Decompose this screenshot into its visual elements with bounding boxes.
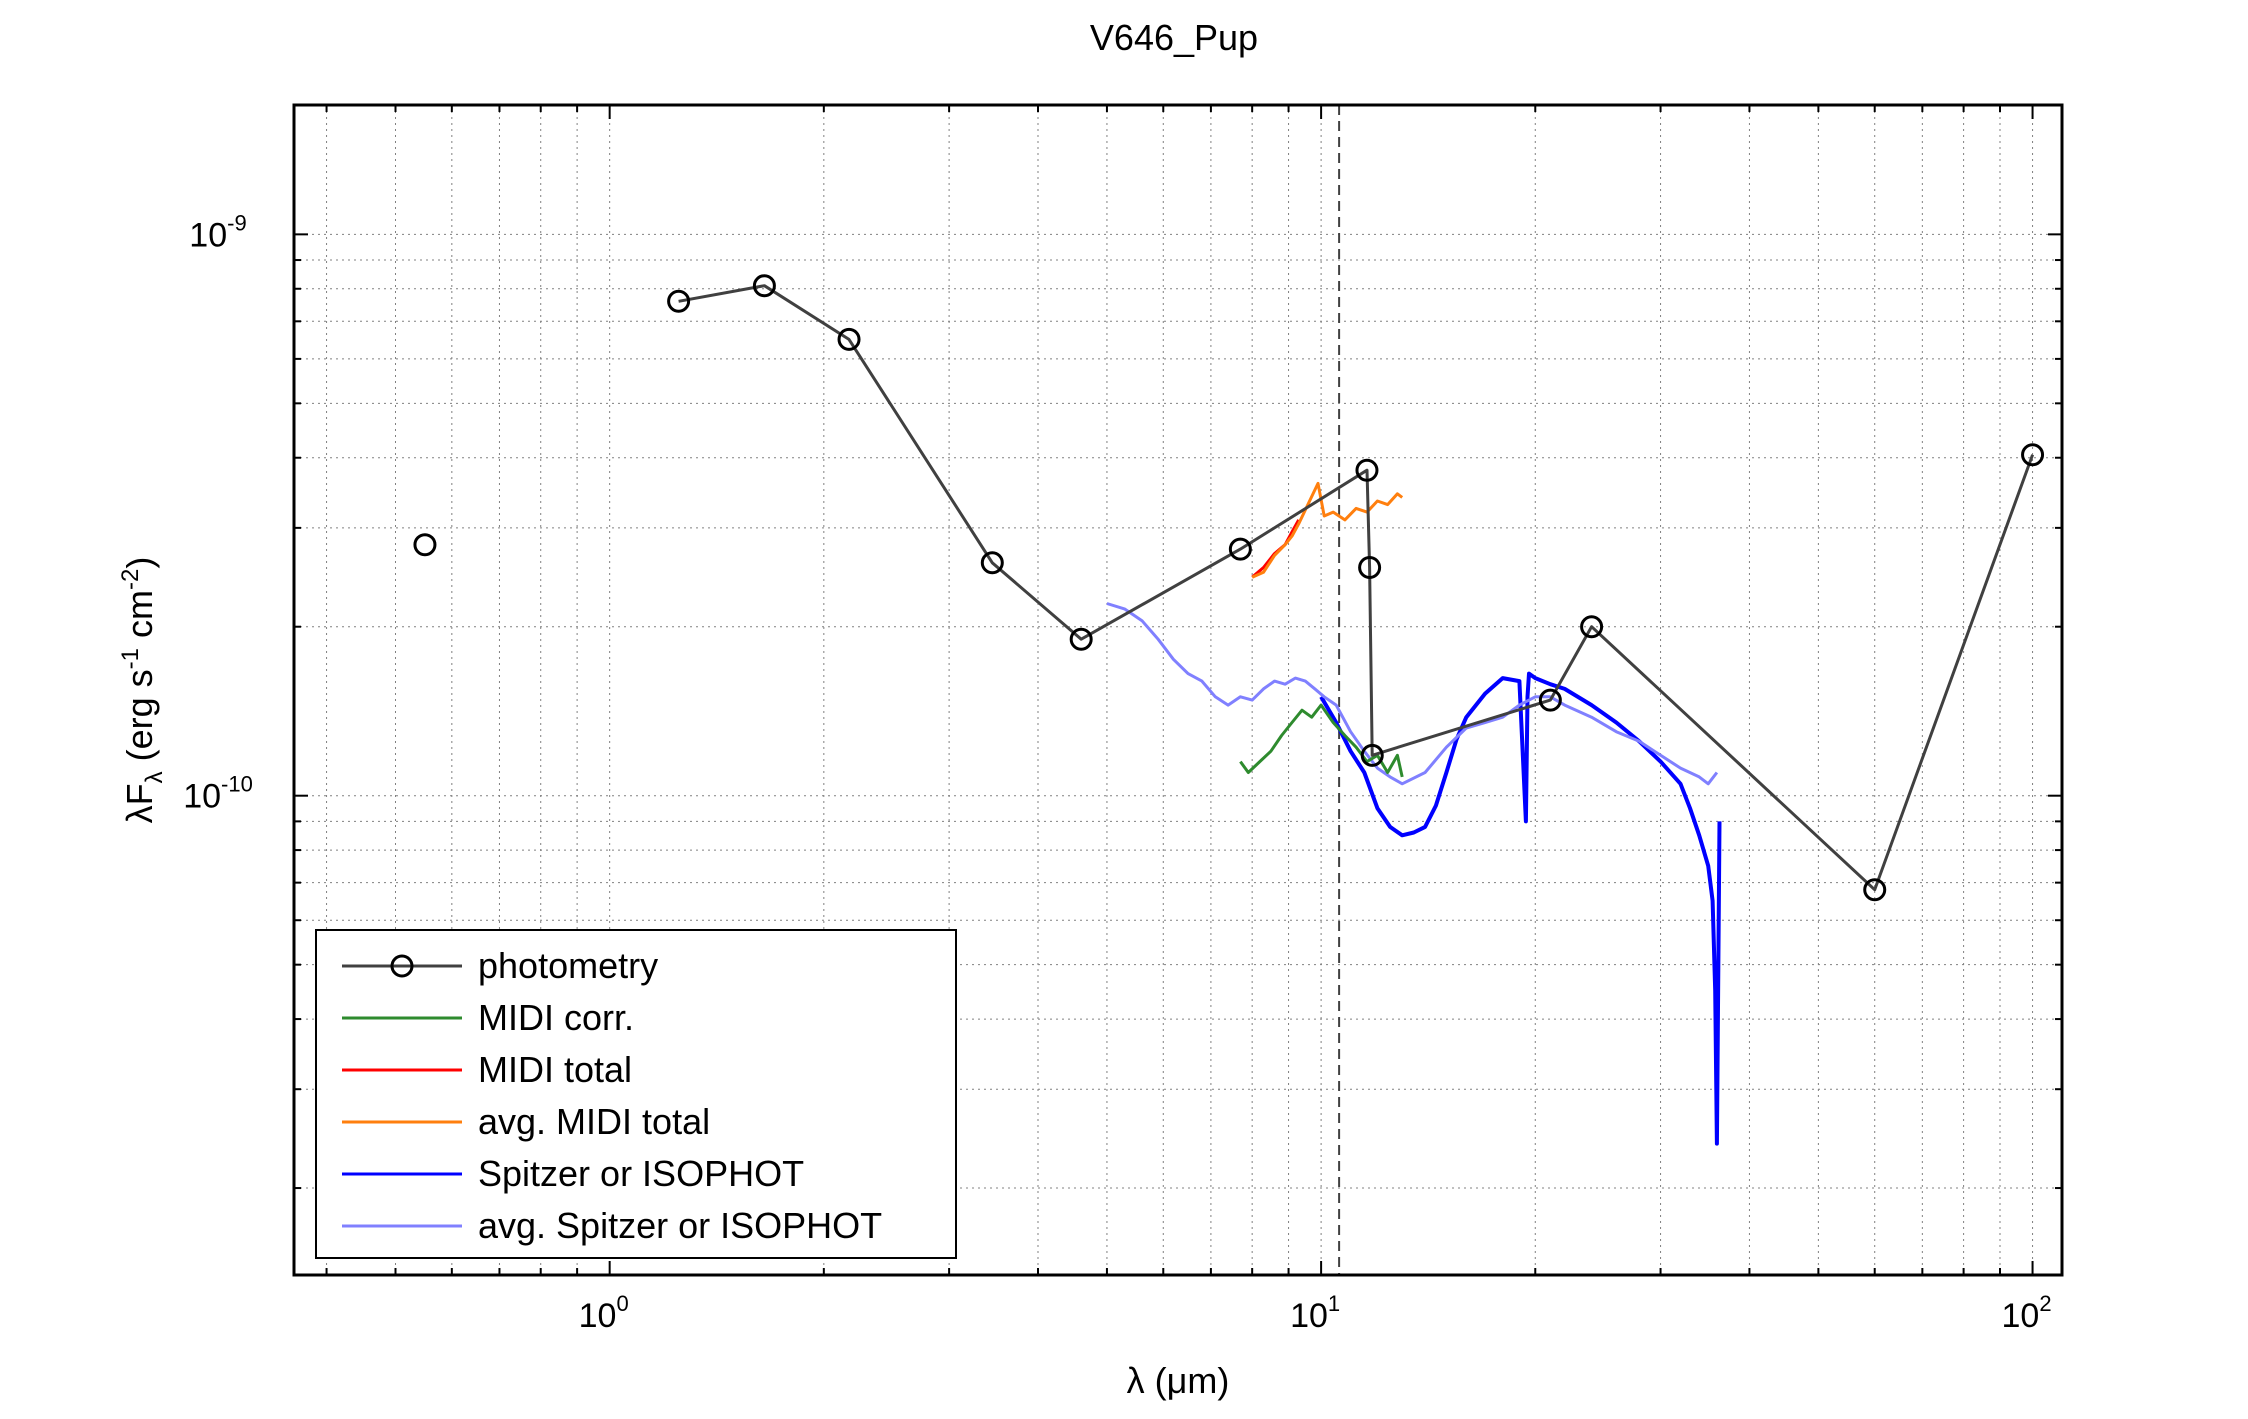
y-tick-exponent: -9 [227,210,247,235]
photometry-point [1580,615,1604,639]
y-axis-label-exp2: -2 [117,569,144,590]
photometry-point [1069,627,1093,651]
chart-title: V646_Pup [1090,17,1258,58]
photometry-point [667,289,691,313]
y-tick-base: 10 [189,216,227,254]
y-axis-label-mid: cm [119,590,160,648]
x-tick-exponent: 2 [2039,1291,2051,1316]
y-axis-label-exp1: -1 [117,648,144,669]
photometry-point [2021,443,2045,467]
plot-frame [292,103,2064,1277]
legend-label-avg_midi_total: avg. MIDI total [478,1101,710,1142]
legend-label-avg_spitzer: avg. Spitzer or ISOPHOT [478,1205,882,1246]
y-tick-exponent: -10 [221,772,253,797]
x-tick-label: 100 [579,1291,629,1335]
legend-label-spitzer: Spitzer or ISOPHOT [478,1153,804,1194]
legend-items: photometry MIDI corr. MIDI total avg. MIDI … [342,945,882,1246]
photometry-point [1228,537,1252,561]
legend: photometry MIDI corr. MIDI total avg. MIDI … [315,929,957,1259]
series-layer [413,274,2045,1146]
x-tick-label: 101 [1290,1291,1340,1335]
y-axis-label-sub: λ [141,771,168,783]
photometry-point [837,327,861,351]
photometry-point [980,551,1004,575]
x-axis-label-main: λ ( [1127,1360,1167,1401]
x-axis-label-unit: μm [1167,1360,1218,1401]
photometry-point [752,274,776,298]
photometry-point [413,533,437,557]
photometry-point [1358,555,1382,579]
x-tick-exponent: 0 [616,1291,628,1316]
legend-label-midi_corr: MIDI corr. [478,997,634,1038]
y-axis-label-units: (erg s [119,669,160,771]
y-tick-label: 10-10 [183,772,253,816]
x-axis-label: λ (μm) [1127,1360,1230,1401]
x-tick-label: 102 [2002,1291,2052,1335]
photometry-point [1360,743,1384,767]
y-tick-base: 10 [183,778,221,816]
series-line-spitzer [1319,671,1722,1146]
x-tick-base: 10 [1290,1297,1328,1335]
series-line-avg_midi_total [1251,481,1404,579]
legend-box [315,929,957,1259]
photometry-point [1863,878,1887,902]
legend-marker [390,954,414,978]
y-tick-label: 10-9 [189,210,246,254]
legend-label-photometry: photometry [478,945,658,986]
x-axis-label-close: ) [1217,1360,1229,1401]
y-axis-label-close: ) [119,557,160,569]
series-line-photometry [678,284,2035,892]
x-tick-base: 10 [2002,1297,2040,1335]
x-tick-base: 10 [579,1297,617,1335]
legend-label-midi_total: MIDI total [478,1049,632,1090]
photometry-point [1355,458,1379,482]
x-tick-labels: 100 101 102 [579,1291,2052,1335]
photometry-point [1538,688,1562,712]
y-axis-label-pre: λF [119,783,160,823]
x-tick-exponent: 1 [1328,1291,1340,1316]
y-axis-label: λFλ (erg s-1 cm-2) [117,557,168,824]
